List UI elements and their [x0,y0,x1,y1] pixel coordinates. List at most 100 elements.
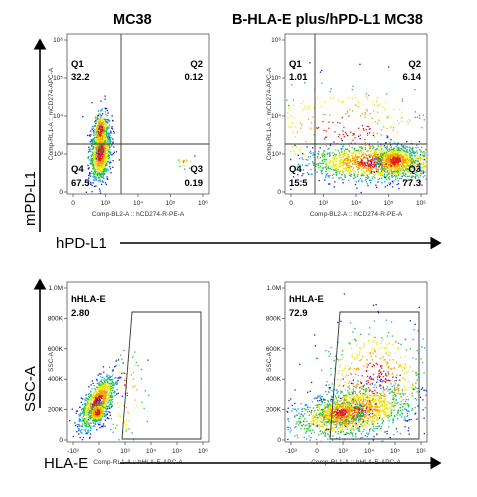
event-dot [379,149,380,150]
event-dot [353,172,354,173]
event-dot [388,178,389,179]
event-dot [347,149,348,150]
event-dot [92,404,93,405]
event-dot [356,188,357,189]
event-dot [86,432,87,433]
event-dot [97,380,98,381]
event-dot [393,151,394,152]
event-dot [109,148,110,149]
event-dot [109,389,110,390]
event-dot [361,156,362,157]
event-dot [399,123,400,124]
event-dot [384,145,385,146]
event-dot [98,131,99,132]
event-dot [354,137,355,138]
event-dot [320,166,321,167]
event-dot [83,437,84,438]
event-dot [114,384,115,385]
event-dot [397,177,398,178]
event-dot [121,372,122,373]
event-dot [366,109,367,110]
event-dot [372,148,373,149]
event-dot [422,387,423,388]
event-dot [385,165,386,166]
event-dot [373,135,374,136]
event-dot [78,428,79,429]
y-tick-label: 0 [277,189,281,196]
event-dot [93,134,94,135]
event-dot [121,373,122,374]
event-dot [324,156,325,157]
event-dot [113,392,114,393]
event-dot [86,406,87,407]
event-dot [120,355,121,356]
event-dot [329,175,330,176]
event-dot [352,147,353,148]
x-tick-label: 10⁵ [384,200,394,207]
event-dot [369,174,370,175]
event-dot [80,415,81,416]
event-dot [105,108,106,109]
event-dot [340,163,341,164]
event-dot [377,157,378,158]
event-dot [377,112,378,113]
event-dot [361,174,362,175]
event-dot [364,162,365,163]
event-dot [383,159,384,160]
event-dot [329,154,330,155]
y-axis-title: SSC-A [266,351,273,372]
event-dot [329,152,330,153]
event-dot [342,146,343,147]
event-dot [110,135,111,136]
event-dot [90,130,91,131]
event-dot [415,111,416,112]
event-dot [388,182,389,183]
event-dot [351,174,352,175]
event-dot [148,395,149,396]
event-dot [401,170,402,171]
event-dot [386,101,387,102]
event-dot [287,439,288,440]
event-dot [95,171,96,172]
event-dot [336,166,337,167]
event-dot [109,166,110,167]
event-dot [398,180,399,181]
event-dot [114,152,115,153]
event-dot [365,435,366,436]
x-tick-label: 10⁴ [133,200,143,207]
event-dot [333,155,334,156]
event-dot [391,171,392,172]
event-dot [108,119,109,120]
event-dot [426,158,427,159]
event-dot [95,130,96,131]
event-dot [88,386,89,387]
event-dot [403,169,404,170]
event-dot [100,124,101,125]
event-dot [78,424,79,425]
event-dot [291,127,292,128]
event-dot [318,167,319,168]
event-dot [97,412,98,413]
event-dot [325,175,326,176]
event-dot [407,146,408,147]
event-dot [96,420,97,421]
event-dot [380,381,381,382]
event-dot [326,169,327,170]
event-dot [424,418,425,419]
event-dot [397,132,398,133]
event-dot [104,386,105,387]
event-dot [342,153,343,154]
event-dot [288,126,289,127]
event-dot [136,405,137,406]
event-dot [112,115,113,116]
event-dot [307,172,308,173]
event-dot [386,117,387,118]
event-dot [368,176,369,177]
event-dot [100,144,101,145]
event-dot [118,359,119,360]
event-dot [111,383,112,384]
event-dot [82,439,83,440]
event-dot [329,183,330,184]
event-dot [392,182,393,183]
